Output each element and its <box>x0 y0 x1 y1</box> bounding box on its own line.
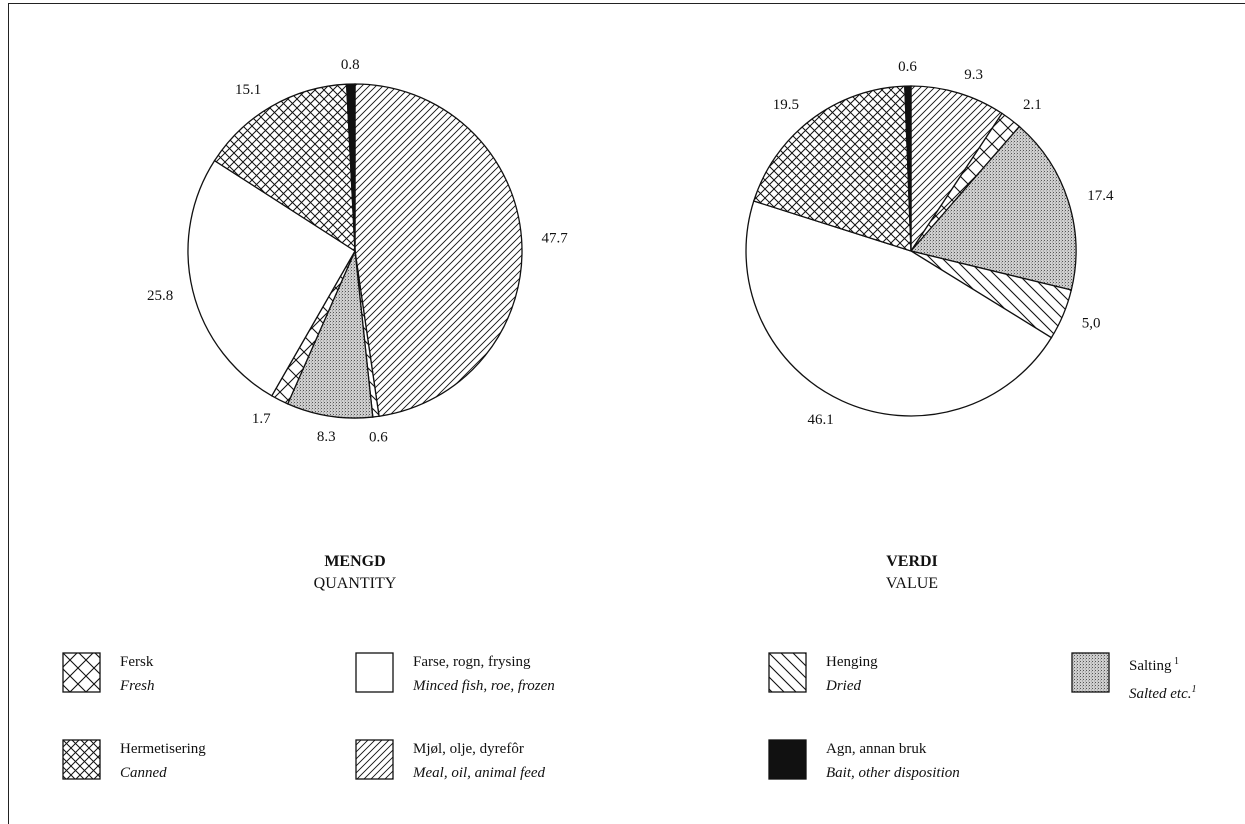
pie-slice-frozen <box>745 200 1053 417</box>
legend-label: Henging <box>826 654 878 670</box>
legend-label: Agn, annan bruk <box>826 741 927 757</box>
legend-swatch-frozen <box>355 652 394 693</box>
chart-title-text: VERDI <box>886 553 938 570</box>
data-label-salting: 17.4 <box>1087 188 1114 204</box>
chart-title-quantity: MENGD QUANTITY <box>205 551 505 595</box>
data-label-fresh: 1.7 <box>252 411 271 427</box>
legend-label-en: Bait, other disposition <box>826 765 960 781</box>
chart-title-value: VERDI VALUE <box>762 551 1062 595</box>
figure-frame <box>8 3 1245 824</box>
pie-slice-bait <box>904 85 912 252</box>
legend-label-en: Fresh <box>120 678 155 694</box>
legend-label: Mjøl, olje, dyrefôr <box>413 741 524 757</box>
data-label-bait: 0.8 <box>341 57 360 73</box>
pie-slice-canned <box>213 83 356 253</box>
legend-label: Farse, rogn, frysing <box>413 654 531 670</box>
data-label-meal: 47.7 <box>542 231 569 247</box>
data-label-hanging: 0.6 <box>369 430 388 446</box>
legend-label: Fersk <box>120 654 154 670</box>
legend-label: Salting 1 <box>1129 656 1180 674</box>
legend-label-en: Salted etc.1 <box>1129 684 1197 702</box>
legend-label-en: Minced fish, roe, frozen <box>413 678 555 694</box>
data-label-bait: 0.6 <box>898 59 917 75</box>
pie-slice-meal <box>910 85 1003 254</box>
legend-swatch-salting <box>1071 652 1110 693</box>
data-label-meal: 9.3 <box>964 67 983 83</box>
chart-subtitle-text: QUANTITY <box>313 575 397 592</box>
pie-slice-meal <box>354 83 523 417</box>
pie-slice-frozen <box>187 159 356 397</box>
legend-swatch-bait <box>768 739 807 780</box>
legend-swatch-canned <box>62 739 101 780</box>
pie-slice-salting <box>909 125 1077 291</box>
legend-swatch-hanging <box>768 652 807 693</box>
data-label-fresh: 2.1 <box>1023 97 1042 113</box>
data-label-canned: 19.5 <box>773 97 799 113</box>
data-label-hanging: 5,0 <box>1082 315 1101 331</box>
pie-value: 9.3 2.1 17.4 5,0 46.1 19.5 0.6 <box>745 59 1114 428</box>
data-label-frozen: 25.8 <box>147 288 173 304</box>
pie-slice-salting <box>286 248 374 419</box>
pie-slice-bait <box>345 83 356 252</box>
legend-label-en: Canned <box>120 765 167 781</box>
chart-title-text: MENGD <box>324 553 386 570</box>
pie-slice-canned <box>752 85 912 252</box>
legend-label-en: Meal, oil, animal feed <box>413 765 546 781</box>
legend-label-en: Dried <box>826 678 861 694</box>
data-label-canned: 15.1 <box>235 82 261 98</box>
chart-subtitle-text: VALUE <box>885 575 939 592</box>
pie-quantity: 47.7 0.6 8.3 1.7 25.8 15.1 0.8 <box>147 57 568 445</box>
legend-swatch-fresh <box>62 652 101 693</box>
data-label-frozen: 46.1 <box>808 412 834 428</box>
data-label-salting: 8.3 <box>317 429 336 445</box>
legend-label: Hermetisering <box>120 741 206 757</box>
legend-swatch-meal <box>355 739 394 780</box>
